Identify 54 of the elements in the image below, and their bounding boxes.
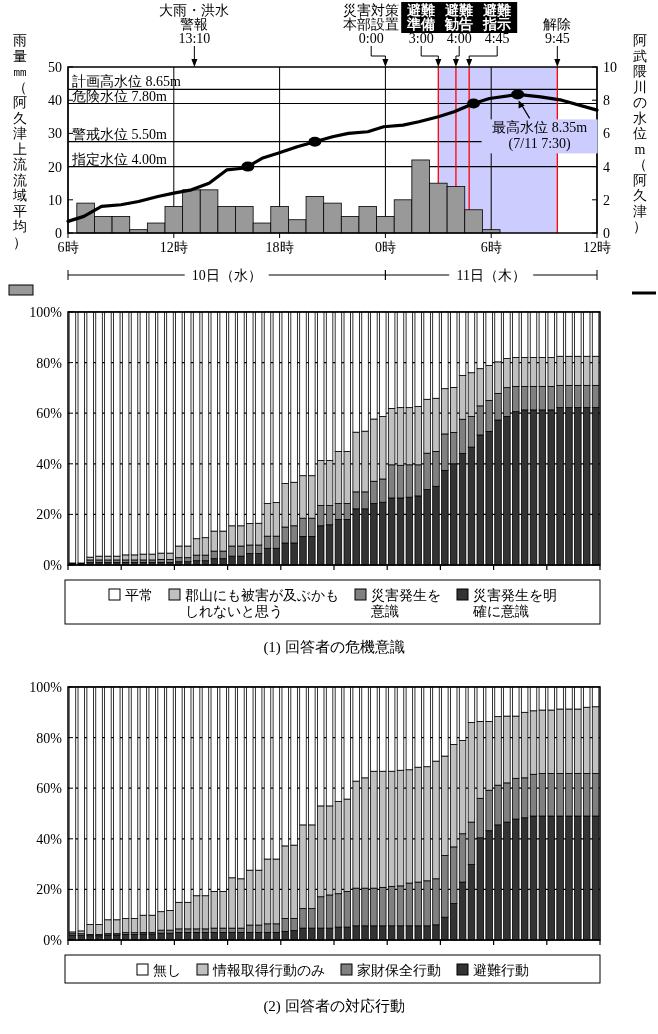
x-tick-label: 18時 (265, 240, 294, 255)
y-tick-label: 20% (36, 882, 63, 898)
y-tick-label: 50 (48, 60, 62, 75)
y-axis-title: 雨量㎜（阿久津上流流域平均） (13, 33, 27, 250)
y2-tick-label: 0 (603, 226, 610, 241)
y-tick-label: 0% (43, 933, 63, 948)
y-tick-label: 30 (48, 126, 62, 142)
y2-tick-label: 4 (603, 159, 610, 175)
annotation: 避難指示4:45 (482, 2, 512, 46)
annotation: 避難勧告4:00 (444, 2, 474, 46)
ref-line-label: 危険水位 7.80m (72, 88, 167, 104)
y2-tick-label: 2 (603, 192, 610, 208)
text: 大雨・洪水警報13:10 (159, 3, 230, 46)
y-tick-label: 80% (36, 730, 63, 746)
y2-tick-label: 8 (603, 93, 610, 109)
ref-line-label: 警戒水位 5.50m (72, 126, 167, 142)
x-tick-label: 6時 (480, 240, 502, 255)
y-tick-label: 20 (48, 159, 62, 175)
legend-label: 避難行動 (473, 963, 529, 978)
y-tick-label: 40% (36, 831, 63, 847)
y-tick-label: 40 (48, 93, 62, 109)
legend-label: 郡山にも被害が及ぶかもしれないと思う (185, 588, 339, 619)
text: 災害対策本部設置0:00 (343, 3, 400, 46)
y-tick-label: 0 (55, 226, 62, 241)
x-tick-label: 6時 (57, 240, 79, 255)
annotation: 避難準備3:00 (406, 2, 436, 46)
y-tick-label: 10 (48, 192, 62, 208)
x-axis-title: (1) 回答者の危機意識 (263, 639, 405, 656)
y-tick-label: 60% (36, 781, 63, 797)
ref-line-label: 指定水位 4.00m (71, 151, 167, 167)
y-tick-label: 100% (29, 680, 63, 695)
annotation: 解除9:45 (543, 17, 572, 46)
x-axis-title: (2) 回答者の対応行動 (263, 998, 405, 1015)
y2-axis-title: 阿武隈川の水位m（阿久津） (633, 33, 647, 234)
legend-label: 災害発生を明確に意識 (472, 588, 557, 619)
y-tick-label: 60% (36, 406, 63, 422)
legend-label: 無し (153, 963, 181, 978)
y2-tick-label: 10 (603, 60, 617, 75)
y2-tick-label: 6 (603, 126, 610, 142)
x-tick-label: 12時 (159, 240, 188, 255)
legend-label: 家財保全行動 (357, 963, 441, 978)
text: 10日（水） (191, 268, 262, 283)
x-tick-label: 0時 (374, 240, 396, 255)
y-tick-label: 80% (36, 355, 63, 371)
legend-label: 平常 (125, 588, 153, 603)
annotation: 最高水位 8.35m (7/11 7:30) (492, 120, 588, 153)
y-tick-label: 40% (36, 456, 63, 472)
y-tick-label: 100% (29, 305, 63, 320)
legend-label: 情報取得行動のみ (212, 963, 325, 978)
text: 11日（木） (456, 268, 526, 283)
legend-label: 災害発生を意識 (370, 588, 441, 619)
y-tick-label: 20% (36, 507, 63, 523)
y-tick-label: 0% (43, 558, 63, 573)
x-tick-label: 12時 (583, 240, 611, 255)
